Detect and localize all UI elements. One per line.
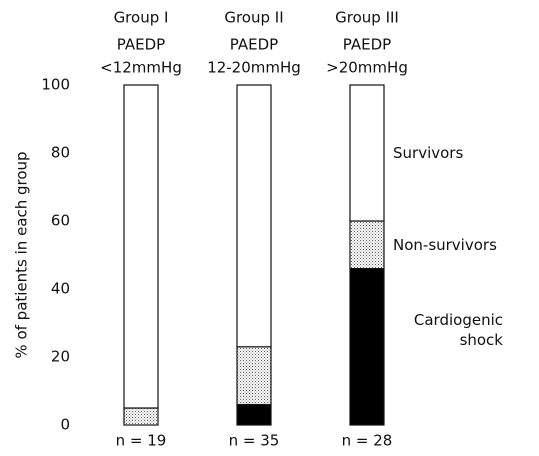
measure-label: PAEDP [343,36,391,54]
measure-label: PAEDP [230,36,278,54]
category-label: Group I [114,9,169,27]
pressure-range: <12mmHg [100,59,182,77]
n-label: n = 19 [116,432,167,450]
n-label: n = 35 [229,432,280,450]
n-label: n = 28 [342,432,393,450]
y-tick-label: 20 [51,348,70,366]
y-tick-label: 0 [60,416,70,434]
bar-segment [236,404,272,426]
y-tick-label: 60 [51,212,70,230]
pressure-range: 12-20mmHg [207,59,301,77]
bar-segment [123,84,159,409]
bar-segment [236,346,272,406]
y-tick-label: 80 [51,144,70,162]
legend-label: Cardiogenic shock [413,311,503,349]
measure-label: PAEDP [117,36,165,54]
y-axis-label: % of patients in each group [13,151,31,358]
pressure-range: >20mmHg [326,59,408,77]
y-tick-label: 100 [41,76,70,94]
y-tick-label: 40 [51,280,70,298]
bar-segment [236,84,272,348]
legend-label: Survivors [393,144,464,162]
category-label: Group III [335,9,399,27]
category-label: Group II [224,9,283,27]
bar-segment [123,407,159,426]
legend-label: Non-survivors [393,236,497,254]
bar-segment [349,220,385,270]
bar-segment [349,268,385,426]
bar-segment [349,84,385,222]
